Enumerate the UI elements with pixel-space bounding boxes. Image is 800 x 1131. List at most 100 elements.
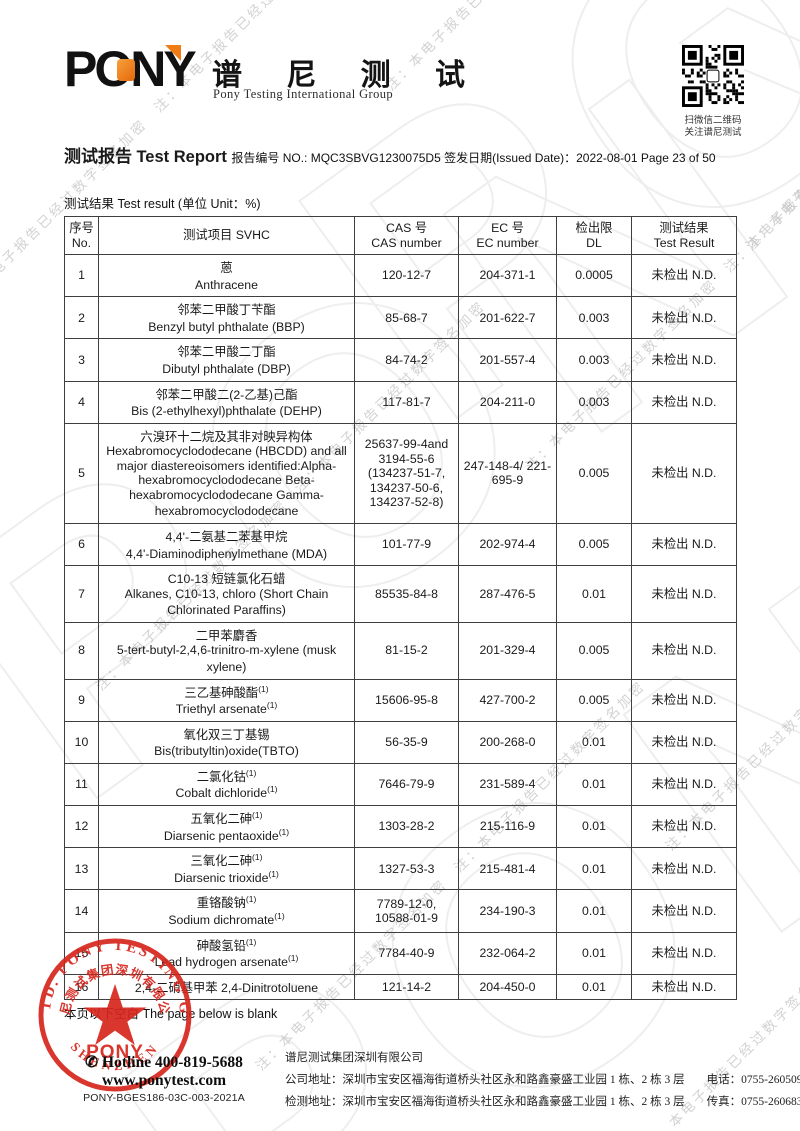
- results-table: 序号 No. 测试项目 SVHC CAS 号 CAS number EC 号: [64, 216, 737, 1001]
- cell-item: 二甲苯麝香 5-tert-butyl-2,4,6-trinitro-m-xyle…: [98, 621, 355, 680]
- table-row: 1 蒽 Anthracene 120-12-7 204-371-1 0.0005…: [64, 253, 737, 298]
- cell-no: 7: [64, 565, 99, 623]
- cell-item: 三氧化二砷(1) Diarsenic trioxide(1): [98, 847, 355, 891]
- cell-cas: 81-15-2: [354, 621, 459, 680]
- table-row: 9 三乙基砷酸酯(1) Triethyl arsenate(1) 15606-9…: [64, 678, 737, 722]
- cell-ec: 202-974-4: [458, 522, 557, 567]
- table-row: 5 六溴环十二烷及其非对映异构体 Hexabromocyclododecane …: [64, 422, 737, 524]
- company-name: 谱尼测试集团深圳有限公司: [285, 1052, 423, 1064]
- cell-dl: 0.01: [556, 805, 632, 849]
- cell-no: 9: [64, 678, 99, 722]
- table-row: 14 重铬酸钠(1) Sodium dichromate(1) 7789-12-…: [64, 889, 737, 933]
- cell-result: 未检出 N.D.: [631, 889, 737, 933]
- table-row: 4 邻苯二甲酸二(2-乙基)己酯 Bis (2-ethylhexyl)phtha…: [64, 380, 737, 424]
- table-row: 15 砷酸氢铅(1) Lead hydrogen arsenate(1) 778…: [64, 931, 737, 975]
- cell-no: 1: [64, 253, 99, 298]
- cell-dl: 0.01: [556, 931, 632, 975]
- logo-chinese-name: 谱 尼 测 试: [212, 59, 484, 92]
- cell-cas: 85535-84-8: [354, 565, 459, 623]
- cell-cas: 7789-12-0, 10588-01-9: [354, 889, 459, 933]
- cell-cas: 120-12-7: [354, 253, 459, 298]
- cell-ec: 247-148-4/ 221-695-9: [458, 422, 557, 524]
- stamp-star-icon: [83, 984, 147, 1045]
- qr-caption-line1: 扫微信二维码: [684, 115, 742, 126]
- cell-item: C10-13 短链氯化石蜡 Alkanes, C10-13, chloro (S…: [98, 565, 355, 623]
- cell-no: 5: [64, 422, 99, 524]
- qr-code-icon: [682, 45, 744, 107]
- cell-no: 6: [64, 522, 99, 567]
- logo-orange-square-icon: [117, 59, 135, 81]
- cell-dl: 0.003: [556, 380, 632, 424]
- report-meta: 报告编号 NO.: MQC3SBVG1230075D5 签发日期(Issued …: [231, 151, 716, 165]
- col-header-item: 测试项目 SVHC: [98, 216, 355, 255]
- cell-result: 未检出 N.D.: [631, 422, 737, 524]
- logo-subtitle: Pony Testing International Group: [213, 87, 394, 101]
- cell-dl: 0.0005: [556, 253, 632, 298]
- table-row: 3 邻苯二甲酸二丁酯 Dibutyl phthalate (DBP) 84-74…: [64, 338, 737, 382]
- table-row: 11 二氯化钴(1) Cobalt dichloride(1) 7646-79-…: [64, 762, 737, 807]
- col-header-dl: 检出限 DL: [556, 216, 632, 255]
- watermark-note-text: 注：本电子报告已经过数字签名加密 注：本电子报告已经过数字签名加密: [742, 0, 800, 254]
- cell-result: 未检出 N.D.: [631, 253, 737, 298]
- cell-ec: 204-211-0: [458, 380, 557, 424]
- cell-cas: 25637-99-4and 3194-55-6 (134237-51-7, 13…: [354, 422, 459, 524]
- cell-ec: 201-329-4: [458, 621, 557, 680]
- cell-ec: 204-371-1: [458, 253, 557, 298]
- cell-item: 六溴环十二烷及其非对映异构体 Hexabromocyclododecane (H…: [98, 422, 355, 524]
- phone-number: 电话：0755-26050909: [706, 1073, 800, 1086]
- cell-ec: 231-589-4: [458, 762, 557, 807]
- cell-ec: 287-476-5: [458, 565, 557, 623]
- cell-dl: 0.01: [556, 762, 632, 807]
- cell-item: 砷酸氢铅(1) Lead hydrogen arsenate(1): [98, 931, 355, 975]
- cell-item: 三乙基砷酸酯(1) Triethyl arsenate(1): [98, 678, 355, 722]
- cell-result: 未检出 N.D.: [631, 678, 737, 722]
- section-title: 测试结果 Test result (单位 Unit：%): [64, 197, 261, 211]
- cell-dl: 0.005: [556, 621, 632, 680]
- cell-result: 未检出 N.D.: [631, 565, 737, 623]
- cell-dl: 0.003: [556, 296, 632, 340]
- cell-no: 13: [64, 847, 99, 891]
- cell-ec: 201-622-7: [458, 296, 557, 340]
- logo-orange-triangle-icon: [165, 45, 181, 61]
- test-address: 检测地址：深圳市宝安区福海街道桥头社区永和路鑫豪盛工业园 1 栋、2 栋 3 层: [285, 1095, 685, 1108]
- qr-caption-line2: 关注谱尼测试: [684, 126, 742, 138]
- cell-cas: 7646-79-9: [354, 762, 459, 807]
- cell-cas: 84-74-2: [354, 338, 459, 382]
- cell-ec: 232-064-2: [458, 931, 557, 975]
- report-title-cn: 测试报告: [64, 147, 132, 166]
- cell-result: 未检出 N.D.: [631, 762, 737, 807]
- cell-cas: 101-77-9: [354, 522, 459, 567]
- cell-cas: 1327-53-3: [354, 847, 459, 891]
- cell-no: 12: [64, 805, 99, 849]
- col-header-result: 测试结果 Test Result: [631, 216, 737, 255]
- cell-ec: 200-268-0: [458, 720, 557, 764]
- cell-result: 未检出 N.D.: [631, 522, 737, 567]
- cell-no: 16: [64, 973, 99, 1001]
- cell-item: 邻苯二甲酸丁苄酯 Benzyl butyl phthalate (BBP): [98, 296, 355, 340]
- svg-text:PONY: PONY: [86, 1042, 144, 1063]
- cell-cas: 1303-28-2: [354, 805, 459, 849]
- cell-dl: 0.005: [556, 678, 632, 722]
- cell-result: 未检出 N.D.: [631, 973, 737, 1001]
- cell-no: 15: [64, 931, 99, 975]
- report-title-en: Test Report: [136, 148, 227, 166]
- cell-no: 14: [64, 889, 99, 933]
- qr-block: 扫微信二维码 关注谱尼测试: [682, 45, 744, 139]
- cell-dl: 0.005: [556, 522, 632, 567]
- table-row: 13 三氧化二砷(1) Diarsenic trioxide(1) 1327-5…: [64, 847, 737, 891]
- table-row: 12 五氧化二砷(1) Diarsenic pentaoxide(1) 1303…: [64, 805, 737, 849]
- cell-no: 2: [64, 296, 99, 340]
- company-address-row: 公司地址：深圳市宝安区福海街道桥头社区永和路鑫豪盛工业园 1 栋、2 栋 3 层…: [285, 1070, 800, 1092]
- table-row: 7 C10-13 短链氯化石蜡 Alkanes, C10-13, chloro …: [64, 565, 737, 623]
- fax-number: 传真：0755-26068336: [706, 1095, 800, 1108]
- cell-cas: 15606-95-8: [354, 678, 459, 722]
- pony-logo: PONY: [64, 44, 197, 94]
- cell-result: 未检出 N.D.: [631, 805, 737, 849]
- cell-item: 邻苯二甲酸二(2-乙基)己酯 Bis (2-ethylhexyl)phthala…: [98, 380, 355, 424]
- cell-cas: 117-81-7: [354, 380, 459, 424]
- cell-ec: 215-116-9: [458, 805, 557, 849]
- table-row: 6 4,4'-二氨基二苯基甲烷 4,4'-Diaminodiphenylmeth…: [64, 522, 737, 567]
- report-title-line: 测试报告 Test Report 报告编号 NO.: MQC3SBVG12300…: [64, 142, 754, 167]
- cell-item: 蒽 Anthracene: [98, 253, 355, 298]
- table-row: 10 氧化双三丁基锡 Bis(tributyltin)oxide(TBTO) 5…: [64, 720, 737, 764]
